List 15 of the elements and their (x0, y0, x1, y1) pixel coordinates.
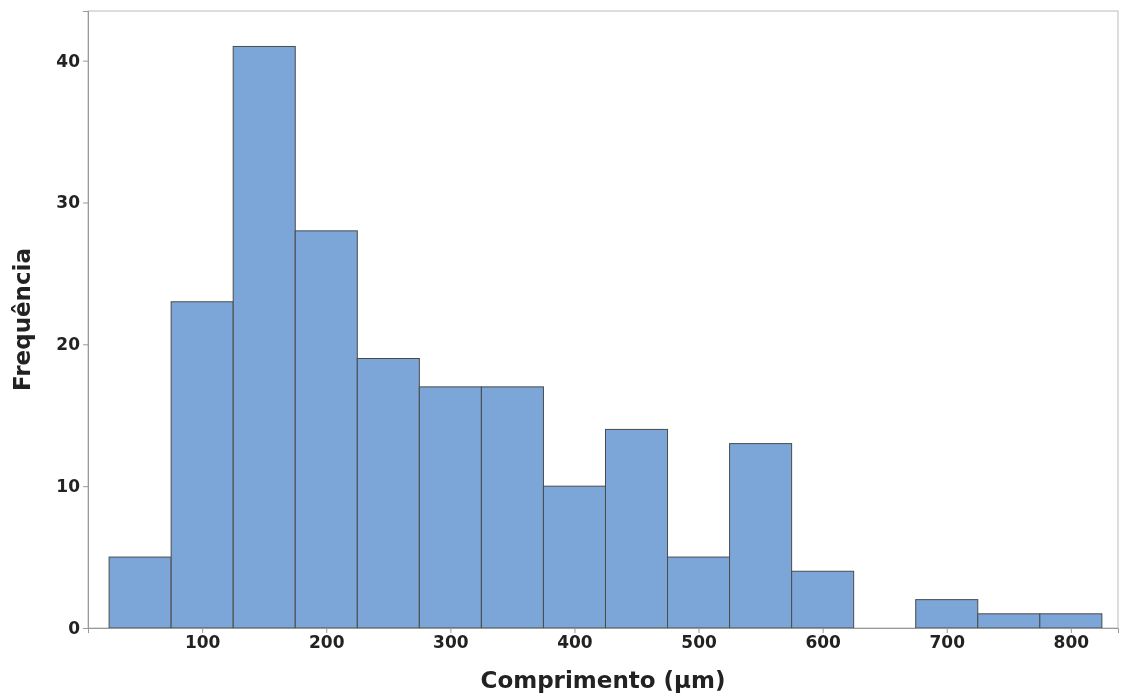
y-tick-label: 20 (56, 334, 81, 355)
x-tick-label: 300 (433, 632, 469, 653)
x-tick-label: 700 (929, 632, 966, 653)
x-tick-label: 500 (681, 632, 717, 653)
y-tick-label: 30 (56, 192, 81, 213)
x-tick-label: 100 (184, 632, 221, 653)
x-tick-label: 400 (557, 632, 593, 653)
x-tick-label: 600 (805, 632, 842, 653)
y-tick-label: 40 (56, 50, 81, 71)
x-tick-label: 200 (309, 632, 345, 653)
x-axis-title: Comprimento (µm) (480, 667, 726, 693)
x-tick-label: 800 (1053, 632, 1090, 653)
y-axis-title: Frequência (9, 247, 35, 392)
y-tick-label: 0 (68, 617, 81, 638)
y-tick-label: 10 (56, 476, 81, 497)
